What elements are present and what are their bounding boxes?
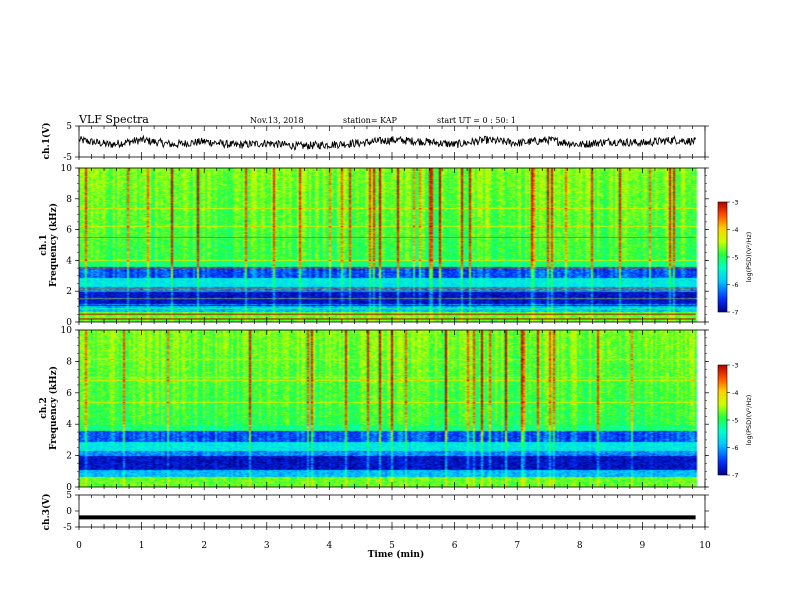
ch1-spectrogram-image bbox=[79, 168, 705, 322]
time-axis: 0 1 2 3 4 5 6 7 8 9 10 bbox=[76, 541, 711, 551]
ch2-spectrogram-panel: 0 2 4 6 8 10 ch.2 Frequency (kHz) bbox=[39, 326, 709, 493]
colorbar-tick-label: -4 bbox=[732, 226, 738, 234]
ch2-spectrogram-image bbox=[79, 330, 705, 487]
colorbar-tick-label: -6 bbox=[732, 281, 738, 289]
ch1-waveform-panel: 5 -5 ch.1(V) bbox=[41, 122, 709, 163]
x-tick-label: 9 bbox=[640, 541, 646, 551]
ch1-spectrogram-panel: 0 2 4 6 8 10 ch.1 Frequency (kHz) bbox=[39, 164, 709, 328]
x-tick-label: 10 bbox=[699, 541, 711, 551]
x-tick-label: 1 bbox=[139, 541, 145, 551]
x-tick-label: 3 bbox=[264, 541, 270, 551]
y-tick-label: 10 bbox=[61, 326, 73, 336]
y-tick-label: 0 bbox=[66, 318, 72, 328]
colorbar-tick-label: -6 bbox=[732, 444, 738, 452]
y-tick-label: 0 bbox=[66, 483, 72, 493]
y-tick-label: -5 bbox=[63, 523, 72, 533]
ch3-panel: 5 0 -5 ch.3(V) bbox=[41, 491, 709, 533]
ch2-frequency-ylabel: Frequency (kHz) bbox=[48, 366, 59, 450]
colorbar-label: log(PSD)(V²/Hz) bbox=[745, 395, 753, 446]
colorbar-tick-label: -3 bbox=[732, 362, 738, 370]
header-date: Nov.13, 2018 bbox=[250, 116, 304, 125]
y-tick-label: 10 bbox=[61, 164, 73, 174]
ch2-colorbar: -3 -4 -5 -6 -7 log(PSD)(V²/Hz) bbox=[717, 362, 753, 480]
y-tick-label: 6 bbox=[66, 226, 72, 236]
ch3-ylabel: ch.3(V) bbox=[41, 494, 52, 531]
x-tick-label: 2 bbox=[201, 541, 207, 551]
y-tick-label: 2 bbox=[66, 287, 72, 297]
ch2-spectrogram-ylabel: ch.2 bbox=[39, 397, 49, 418]
y-tick-label: 8 bbox=[66, 357, 72, 367]
ch1-colorbar: -3 -4 -5 -6 -7 log(PSD)(V²/Hz) bbox=[717, 199, 753, 317]
header-station: station= KAP bbox=[343, 116, 398, 125]
y-tick-label: 5 bbox=[66, 122, 72, 132]
y-tick-label: 6 bbox=[66, 389, 72, 399]
colorbar-label: log(PSD)(V²/Hz) bbox=[745, 232, 753, 283]
ch1-frequency-ylabel: Frequency (kHz) bbox=[48, 203, 59, 287]
colorbar-tick-label: -4 bbox=[732, 389, 738, 397]
colorbar-tick-label: -7 bbox=[732, 472, 738, 480]
ch1-waveform-ylabel: ch.1(V) bbox=[41, 123, 52, 160]
time-axis-label: Time (min) bbox=[368, 549, 425, 560]
colorbar-tick-label: -5 bbox=[732, 417, 738, 425]
x-tick-label: 5 bbox=[389, 541, 395, 551]
x-tick-label: 6 bbox=[452, 541, 458, 551]
x-tick-label: 8 bbox=[577, 541, 583, 551]
colorbar-tick-label: -3 bbox=[732, 199, 738, 207]
ch1-waveform-line bbox=[78, 134, 697, 151]
ch1-spectrogram-ylabel: ch.1 bbox=[39, 234, 49, 255]
colorbar-tick-label: -7 bbox=[732, 309, 738, 317]
y-tick-label: 5 bbox=[66, 491, 72, 501]
y-tick-label: 4 bbox=[66, 256, 72, 266]
y-tick-label: -5 bbox=[63, 153, 72, 163]
colorbar-gradient bbox=[717, 201, 728, 313]
y-tick-label: 0 bbox=[66, 507, 72, 517]
x-tick-label: 4 bbox=[327, 541, 333, 551]
x-tick-label: 0 bbox=[76, 541, 82, 551]
x-tick-label: 7 bbox=[514, 541, 520, 551]
y-tick-label: 4 bbox=[66, 420, 72, 430]
colorbar-gradient bbox=[717, 364, 728, 476]
header-start-time: start UT = 0 : 50: 1 bbox=[437, 116, 516, 125]
figure-title: VLF Spectra bbox=[78, 113, 149, 126]
colorbar-tick-label: -5 bbox=[732, 254, 738, 262]
y-tick-label: 8 bbox=[66, 195, 72, 205]
figure-header: VLF Spectra Nov.13, 2018 station= KAP st… bbox=[78, 113, 516, 126]
y-tick-label: 2 bbox=[66, 452, 72, 462]
